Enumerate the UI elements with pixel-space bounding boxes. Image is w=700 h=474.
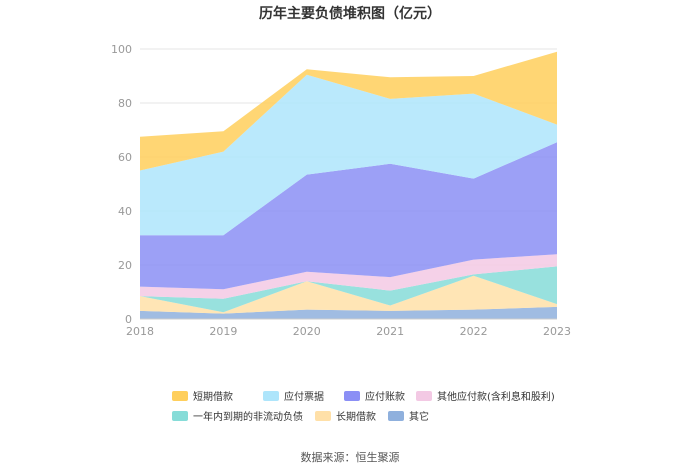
- x-tick-label: 2023: [543, 325, 571, 338]
- area-series: [140, 306, 557, 319]
- legend: 短期借款 应付票据 应付账款 其他应付款(含利息和股利) 一年内到期的非流动负债 长期借款…: [172, 390, 555, 423]
- y-tick-label: 80: [118, 97, 132, 110]
- x-tick-label: 2018: [126, 325, 154, 338]
- area-layers: [140, 51, 557, 319]
- y-tick-label: 40: [118, 205, 132, 218]
- legend-swatch: [263, 391, 279, 401]
- legend-swatch: [388, 411, 404, 421]
- legend-label: 其他应付款(含利息和股利): [437, 390, 555, 403]
- legend-label: 应付票据: [284, 390, 324, 403]
- legend-label: 短期借款: [193, 390, 233, 403]
- y-tick-label: 60: [118, 151, 132, 164]
- area-series: [140, 74, 557, 236]
- legend-label: 其它: [409, 410, 429, 423]
- legend-label: 长期借款: [336, 410, 376, 423]
- y-axis: 0 20 40 60 80 100: [111, 43, 132, 326]
- chart-title: 历年主要负债堆积图（亿元）: [259, 5, 441, 22]
- data-source: 数据来源：恒生聚源: [301, 450, 400, 464]
- legend-label: 一年内到期的非流动负债: [193, 410, 303, 423]
- x-axis: 2018 2019 2020 2021 2022 2023: [126, 318, 571, 338]
- x-tick-label: 2021: [376, 325, 404, 338]
- area-series: [140, 266, 557, 313]
- legend-swatch: [172, 411, 188, 421]
- y-tick-label: 20: [118, 259, 132, 272]
- area-series: [140, 254, 557, 299]
- legend-label: 应付账款: [365, 390, 405, 403]
- legend-swatch: [315, 411, 331, 421]
- y-tick-label: 0: [125, 313, 132, 326]
- legend-swatch: [344, 391, 360, 401]
- area-series: [140, 142, 557, 290]
- area-series: [140, 275, 557, 314]
- x-tick-label: 2022: [460, 325, 488, 338]
- area-series: [140, 51, 557, 171]
- x-tick-label: 2019: [209, 325, 237, 338]
- x-tick-label: 2020: [293, 325, 321, 338]
- legend-swatch: [416, 391, 432, 401]
- legend-swatch: [172, 391, 188, 401]
- y-tick-label: 100: [111, 43, 132, 56]
